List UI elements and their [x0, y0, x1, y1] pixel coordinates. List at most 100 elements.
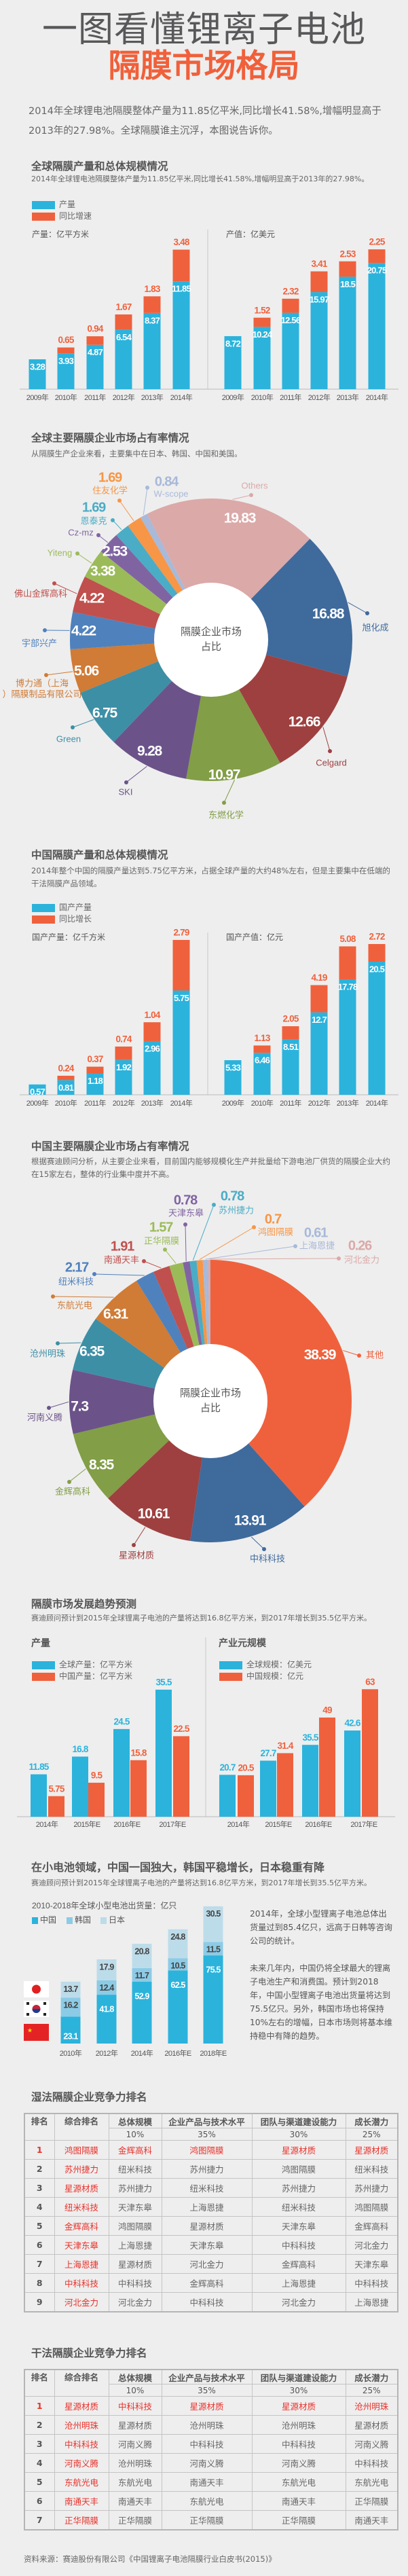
china-share-value-label: 6.31	[103, 1307, 129, 1322]
china-production-right-increment-label: 2.72	[369, 932, 384, 942]
wet-ranking-cell: 鸿图隔膜	[161, 2140, 253, 2160]
dry-ranking-row: 4 河南义腾 沧州明珠 河南义腾 河南义腾 中科科技	[24, 2453, 398, 2473]
dry-ranking-header-cell: 排名	[24, 2369, 55, 2397]
forecast-production-global-bar	[72, 1756, 88, 1817]
dry-ranking-cell: 中科科技	[345, 2453, 398, 2473]
china-production-left-bar-label: 1.18	[88, 1076, 103, 1086]
china-share-center-label: 占比	[200, 1402, 221, 1414]
korea-flag-trigram	[26, 2002, 29, 2005]
dry-ranking-cell: 中科科技	[251, 2434, 346, 2454]
global-production-left-bar	[86, 344, 104, 389]
global-production-left-increment-label: 0.94	[87, 324, 103, 334]
global-share-value-label: 6.75	[92, 706, 118, 721]
small-battery-x-tick: 2018年E	[200, 2048, 226, 2058]
forecast-scale-china-label: 31.4	[277, 1741, 293, 1751]
china-production-left-x-tick: 2014年	[170, 1098, 193, 1108]
small-battery-x-tick: 2014年	[131, 2048, 153, 2058]
china-production-right-bar-label: 5.33	[225, 1062, 241, 1072]
wet-ranking-cell: 上海恩捷	[345, 2292, 398, 2312]
forecast-production-global-label: 35.5	[155, 1677, 172, 1687]
small-battery-bar-label: 16.2	[63, 2001, 78, 2010]
small-battery-bar-korea	[96, 1980, 117, 1995]
global-production-right-increment-label: 2.25	[369, 237, 385, 247]
small-battery-x-tick: 2010年	[60, 2048, 82, 2058]
china-share-leader-line	[48, 1401, 69, 1409]
wet-ranking-header-cell: 总体规模	[108, 2113, 162, 2128]
japan-flag-sun	[32, 1984, 41, 1994]
forecast-scale-global-label: 42.6	[344, 1718, 360, 1728]
small-battery-bar-label: 23.1	[63, 2031, 78, 2041]
global-production-right-bar	[339, 276, 356, 389]
china-share-leader-dot	[357, 1354, 361, 1358]
forecast-left-title: 产量	[31, 1638, 50, 1649]
china-share-value-label: 0.7	[265, 1212, 282, 1227]
forecast-production-china-bar	[130, 1760, 147, 1817]
small-battery-bar-label: 10.5	[170, 1961, 185, 1971]
dry-ranking-weight-cell: 10%	[108, 2384, 162, 2397]
china-share-center-label: 隔膜企业市场	[180, 1387, 241, 1399]
small-battery-bar-label: 52.9	[134, 1991, 149, 2001]
wet-ranking-table: 排名 综合排名 总体规模 企业产品与技术水平 团队与渠道建设能力 成长潜力 10% 35% 30…	[24, 2113, 398, 2312]
china-share-leader-line	[199, 1227, 255, 1260]
small-battery-subtitle: 赛迪顾问预计到2015年全球锂离子电池的产量将达到16.8亿平方米，到2017年…	[31, 1879, 371, 1887]
global-share-value-label: 10.97	[208, 767, 240, 783]
wet-ranking-header-cell: 排名	[24, 2113, 55, 2141]
wet-ranking-cell: 天津东皋	[54, 2235, 109, 2255]
forecast-production-x-tick: 2015年E	[73, 1819, 100, 1829]
global-share-name-label: Others	[241, 480, 268, 490]
china-share-leader-dot	[142, 1259, 146, 1263]
dry-ranking-cell: 东航光电	[345, 2472, 398, 2492]
global-share-name-label: Celgard	[316, 757, 347, 767]
china-share-value-label: 38.39	[304, 1347, 336, 1363]
global-share-name-label: 佛山金辉高科	[14, 588, 67, 598]
page-title: 一图看懂锂离子电池	[41, 10, 366, 50]
wet-ranking-row: 4 纽米科技 天津东皋 上海恩捷 纽米科技 鸿图隔膜	[24, 2197, 398, 2217]
china-share-leader-dot	[92, 1272, 96, 1276]
global-share-subtitle: 从隔膜生产企业来看，主要集中在日本、韩国、中国和美国。	[31, 449, 242, 458]
global-production-subtitle: 2014年全球锂电池隔膜整体产量为11.85亿平米,同比增长41.58%,增幅明…	[31, 175, 369, 183]
global-share-name-label: 恩泰克	[80, 515, 107, 526]
forecast-scale-china-bar	[238, 1775, 254, 1817]
dry-ranking-table: 排名 综合排名 总体规模 企业产品与技术水平 团队与渠道建设能力 成长潜力 10% 35% 30…	[24, 2369, 398, 2530]
china-production-left-increment-label: 0.37	[87, 1054, 103, 1064]
global-production-right-bar	[310, 292, 328, 389]
forecast-scale-x-tick: 2017年E	[350, 1819, 377, 1829]
forecast-scale-global-bar	[344, 1730, 360, 1817]
global-production-left-bar-label: 11.85	[172, 284, 191, 294]
dry-ranking-row: 1 星源材质 中科科技 星源材质 星源材质 沧州明珠	[24, 2396, 398, 2416]
small-battery-bar-label: 20.8	[134, 1946, 149, 1956]
china-share-value-label: 10.61	[138, 1506, 170, 1522]
forecast-scale-x-tick: 2014年	[227, 1819, 250, 1829]
global-production-left-x-tick: 2012年	[113, 393, 135, 402]
small-battery-bar-label: 11.7	[135, 1971, 149, 1980]
china-share-leader-line	[343, 1349, 360, 1356]
global-share-leader-dot	[145, 486, 149, 490]
global-share-leader-line	[45, 671, 73, 676]
forecast-production-china-label: 5.75	[48, 1783, 64, 1794]
forecast-production-china-bar	[88, 1782, 105, 1817]
wet-ranking-cell: 河北金力	[161, 2254, 253, 2274]
dry-ranking-cell: 河南义腾	[161, 2453, 253, 2473]
global-production-right-x-tick: 2014年	[366, 393, 388, 402]
small-battery-legend-swatch	[100, 1917, 107, 1924]
china-production-right-increment-bar	[339, 946, 356, 980]
global-production-left-increment-label: 1.67	[115, 302, 131, 312]
wet-ranking-cell: 天津东皋	[345, 2254, 398, 2274]
small-battery-bar-label: 24.8	[170, 1932, 185, 1942]
china-share-name-label: 正华隔膜	[144, 1235, 179, 1246]
dry-ranking-row: 3 中科科技 河南义腾 中科科技 中科科技 河南义腾	[24, 2434, 398, 2454]
dry-ranking-cell: 6	[24, 2491, 55, 2511]
china-production-right-bar	[253, 1053, 271, 1095]
global-production-right-increment-label: 1.52	[254, 305, 270, 315]
global-production-right-increment-label: 3.41	[311, 259, 327, 269]
china-production-left-x-tick: 2013年	[141, 1098, 164, 1108]
global-production-left-increment-bar	[86, 336, 104, 345]
forecast-production-global-label: 11.85	[29, 1762, 49, 1772]
global-share-leader-dot	[222, 801, 226, 805]
small-battery-legend-label: 中国	[40, 1915, 56, 1925]
china-share-value-label: 0.61	[304, 1225, 328, 1240]
small-battery-chart-title: 2010-2018年全球小型电池出货量：亿只	[32, 1900, 177, 1910]
china-share-value-label: 13.91	[234, 1513, 267, 1529]
china-flag-star: ★	[27, 2028, 33, 2035]
small-battery-x-tick: 2012年	[96, 2048, 118, 2058]
